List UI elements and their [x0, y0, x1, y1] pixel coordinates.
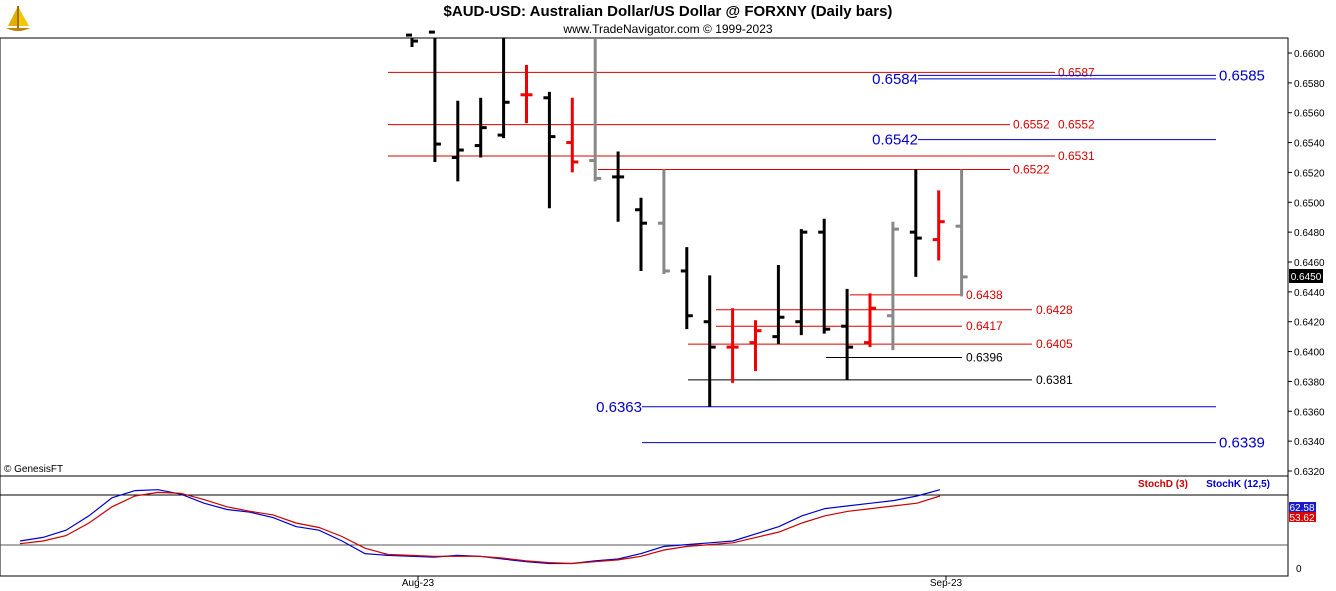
chart-title: $AUD-USD: Australian Dollar/US Dollar @ …	[443, 3, 893, 20]
ohlc-bar	[612, 151, 625, 222]
ohlc-bar	[932, 190, 945, 261]
y-tick-label: 0.6540	[1294, 139, 1325, 150]
y-tick-label: 0.6460	[1294, 258, 1325, 269]
stochastic-lines	[19, 489, 941, 565]
y-tick-label: 0.6360	[1294, 407, 1325, 418]
ohlc-bar	[474, 97, 487, 158]
red-level-label: 0.6552	[1013, 118, 1050, 132]
black-level-label: 0.6381	[1036, 373, 1073, 387]
x-label-sep: Sep-23	[930, 578, 963, 589]
black-level-label: 0.6396	[966, 351, 1003, 365]
red-level-label: 0.6587	[1058, 65, 1095, 79]
ohlc-bar	[680, 247, 693, 330]
stoch-d-value-box	[1289, 512, 1316, 522]
ohlc-bar	[635, 197, 647, 271]
ohlc-bar	[818, 218, 831, 334]
red-level-label: 0.6417	[966, 319, 1003, 333]
y-tick-label: 0.6400	[1294, 348, 1325, 359]
ohlc-bar	[864, 293, 876, 348]
ohlc-bar	[749, 320, 762, 371]
x-label-aug: Aug-23	[402, 578, 435, 589]
ohlc-bar	[428, 30, 441, 162]
ohlc-bar	[406, 33, 418, 48]
sailboat-logo-icon	[6, 6, 30, 31]
ohlc-bar	[841, 288, 854, 380]
y-tick-label: 0.6580	[1294, 79, 1325, 90]
chart-subtitle: www.TradeNavigator.com © 1999-2023	[563, 22, 773, 36]
indicator-legend-strip	[0, 475, 1289, 496]
blue-level-label: 0.6584	[872, 71, 918, 88]
ohlc-bar	[909, 169, 922, 277]
stoch-k-value-label: 62.58	[1289, 503, 1314, 514]
red-level-label: 0.6552	[1058, 118, 1095, 132]
price-levels: 0.6587 0.6552 0.6552 0.6531 0.6522 0.6438 0.64…	[388, 65, 1265, 452]
blue-level-label: 0.6339	[1219, 435, 1265, 452]
blue-level-label: 0.6585	[1219, 67, 1265, 84]
ohlc-bar	[543, 91, 556, 209]
legend-stoch-k: StochK (12,5)	[1206, 479, 1270, 490]
ohlc-bars	[406, 30, 968, 407]
ohlc-bar	[726, 308, 739, 383]
ohlc-bar	[589, 38, 602, 182]
indicator-panel-frame	[0, 494, 1289, 577]
stoch-axis-zero: 0	[1296, 564, 1302, 575]
ohlc-bar	[772, 264, 785, 345]
y-tick-label: 0.6380	[1294, 377, 1325, 388]
red-level-label: 0.6522	[1013, 162, 1050, 176]
stoch-d-value-label: 53.62	[1289, 513, 1314, 524]
ohlc-bar	[955, 169, 968, 297]
y-tick-label: 0.6480	[1294, 228, 1325, 239]
red-level-label: 0.6438	[966, 288, 1003, 302]
y-tick-label: 0.6500	[1294, 198, 1325, 209]
last-price-label: 0.6450	[1291, 272, 1322, 283]
y-tick-label: 0.6560	[1294, 109, 1325, 120]
red-level-label: 0.6531	[1058, 149, 1095, 163]
stoch-k-value-box	[1289, 502, 1316, 512]
y-tick-label: 0.6600	[1294, 49, 1325, 60]
red-level-label: 0.6428	[1036, 303, 1073, 317]
y-tick-label: 0.6440	[1294, 288, 1325, 299]
ohlc-bar	[520, 64, 533, 124]
ohlc-bar	[886, 221, 899, 351]
stoch-k-line	[19, 489, 941, 565]
ohlc-bar	[497, 38, 510, 139]
y-tick-label: 0.6320	[1294, 467, 1325, 478]
ohlc-bar	[451, 100, 464, 182]
chart-header: $AUD-USD: Australian Dollar/US Dollar @ …	[0, 0, 1336, 38]
y-tick-label: 0.6420	[1294, 318, 1325, 329]
genesis-copyright: © GenesisFT	[4, 464, 63, 475]
y-tick-label: 0.6340	[1294, 437, 1325, 448]
last-price-box	[1289, 269, 1323, 283]
blue-level-label: 0.6542	[872, 132, 918, 149]
ohlc-bar	[566, 97, 579, 173]
price-axis-ticks: 0.6320 0.6340 0.6360 0.6380 0.6400 0.6420 0.64…	[1288, 49, 1325, 478]
ohlc-bar	[703, 275, 716, 407]
y-tick-label: 0.6520	[1294, 168, 1325, 179]
price-panel-frame	[0, 37, 1289, 477]
legend-stoch-d: StochD (3)	[1138, 479, 1188, 490]
ohlc-bar	[795, 229, 808, 336]
stoch-d-line	[19, 491, 941, 565]
red-level-label: 0.6405	[1036, 337, 1073, 351]
blue-level-label: 0.6363	[596, 399, 642, 416]
ohlc-bar	[657, 169, 670, 274]
